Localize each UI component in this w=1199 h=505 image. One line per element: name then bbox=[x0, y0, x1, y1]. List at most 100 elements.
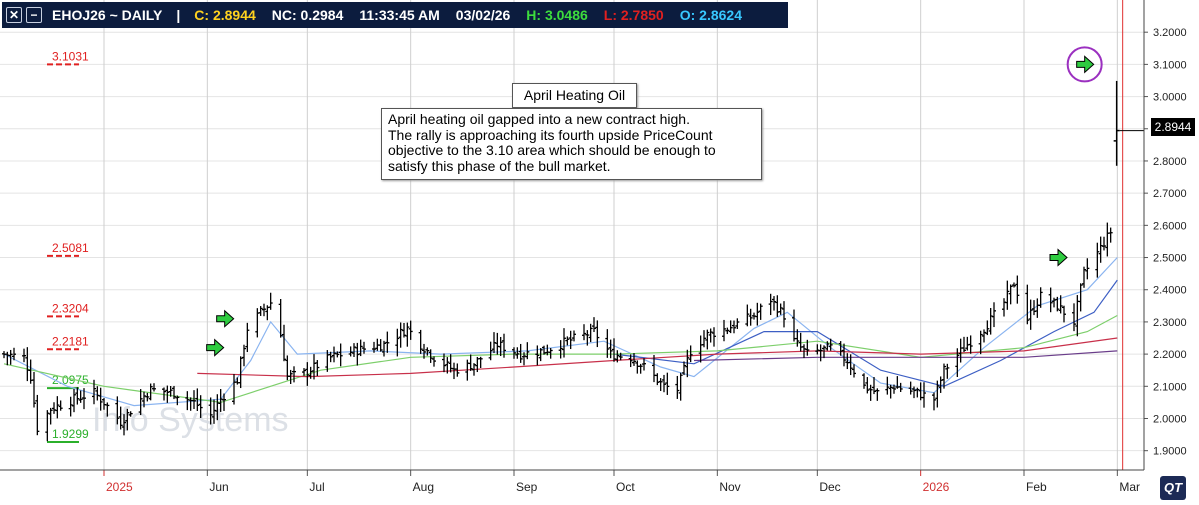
moving-averages bbox=[3, 257, 1118, 407]
ohlc-bar bbox=[978, 330, 983, 355]
ohlc-bar bbox=[445, 357, 450, 374]
ohlc-bar bbox=[198, 395, 203, 419]
ohlc-bar bbox=[628, 354, 633, 368]
ohlc-bar bbox=[1008, 284, 1013, 305]
ohlc-bar bbox=[428, 349, 433, 363]
ohlc-bar bbox=[118, 406, 123, 430]
ohlc-bar bbox=[242, 344, 246, 367]
ohlc-bar bbox=[498, 336, 503, 357]
x-tick-label: Mar bbox=[1119, 480, 1140, 494]
ohlc-bar bbox=[172, 385, 176, 400]
symbol-label[interactable]: EHOJ26 ~ DAILY bbox=[52, 7, 163, 23]
ohlc-bar bbox=[1012, 282, 1016, 288]
time-value: 11:33:45 AM bbox=[359, 7, 440, 23]
ohlc-bar bbox=[725, 327, 730, 335]
ohlc-bar bbox=[468, 354, 473, 371]
ohlc-bar bbox=[968, 335, 973, 354]
ohlc-bar bbox=[558, 340, 563, 359]
commentary-note: April heating oil gapped into a new cont… bbox=[381, 108, 762, 180]
ohlc-bar bbox=[862, 373, 866, 389]
open-value: O: 2.8624 bbox=[679, 7, 742, 23]
ohlc-bar bbox=[82, 388, 86, 410]
y-tick-label: 2.7000 bbox=[1153, 188, 1187, 200]
close-window-icon[interactable]: ✕ bbox=[6, 7, 22, 23]
ohlc-bar bbox=[775, 295, 780, 317]
ohlc-bar bbox=[942, 363, 946, 389]
ohlc-bar bbox=[705, 329, 710, 350]
ohlc-bar bbox=[312, 354, 316, 380]
y-tick-label: 2.0000 bbox=[1153, 413, 1187, 425]
signal-circle bbox=[1066, 46, 1103, 83]
ohlc-bar bbox=[418, 329, 423, 354]
ohlc-bar bbox=[398, 322, 403, 348]
ohlc-bar bbox=[1048, 287, 1053, 313]
ohlc-bar bbox=[372, 341, 376, 353]
ohlc-bar bbox=[195, 388, 200, 411]
ohlc-bar bbox=[908, 381, 913, 395]
ohlc-bar bbox=[1082, 266, 1086, 288]
ohlc-bar bbox=[45, 410, 50, 442]
ohlc-bar bbox=[922, 382, 926, 408]
ohlc-bar bbox=[732, 320, 736, 334]
x-tick-label: Oct bbox=[616, 480, 635, 494]
ohlc-bar bbox=[865, 377, 870, 394]
ohlc-bar bbox=[425, 347, 430, 356]
note-line: April heating oil gapped into a new cont… bbox=[388, 111, 690, 127]
level-label: 2.0975 bbox=[52, 373, 89, 387]
ohlc-bar bbox=[235, 377, 240, 385]
ohlc-bar bbox=[78, 390, 83, 403]
ohlc-bar bbox=[565, 336, 570, 346]
ohlc-bar bbox=[1055, 296, 1060, 312]
collapse-icon[interactable]: − bbox=[26, 7, 42, 23]
note-line: The rally is approaching its fourth upsi… bbox=[388, 126, 713, 143]
ohlc-bar bbox=[618, 352, 623, 361]
ohlc-bar bbox=[362, 341, 366, 354]
ohlc-bar bbox=[328, 351, 333, 363]
ohlc-bar bbox=[612, 338, 616, 362]
header-separator: | bbox=[176, 7, 181, 23]
ohlc-bar bbox=[985, 320, 990, 336]
y-tick-label: 2.4000 bbox=[1153, 285, 1187, 297]
ohlc-bar bbox=[872, 376, 876, 395]
buy-signal-arrow-icon bbox=[1076, 55, 1095, 74]
level-label: 2.5081 bbox=[52, 241, 89, 255]
ohlc-bar bbox=[525, 342, 530, 360]
x-tick-label: 2025 bbox=[106, 480, 133, 494]
ohlc-bar bbox=[1108, 227, 1113, 243]
moving-average-purple bbox=[693, 350, 1118, 362]
ohlc-bar bbox=[682, 361, 686, 376]
ohlc-bar bbox=[708, 328, 713, 343]
ohlc-bar bbox=[1005, 280, 1010, 310]
y-tick-label: 2.3000 bbox=[1153, 317, 1187, 329]
y-tick-label: 1.9000 bbox=[1153, 446, 1187, 458]
ohlc-bar bbox=[982, 329, 986, 343]
x-tick-label: Aug bbox=[413, 480, 434, 494]
note-line: satisfy this phase of the bull market. bbox=[388, 157, 611, 174]
ohlc-bar bbox=[595, 320, 600, 348]
ohlc-bar bbox=[722, 319, 726, 342]
ohlc-bar bbox=[58, 400, 63, 411]
ohlc-bar bbox=[315, 360, 320, 376]
ohlc-bar bbox=[568, 330, 573, 350]
ohlc-bar bbox=[442, 353, 446, 373]
ohlc-bar bbox=[792, 309, 796, 342]
ohlc-bar bbox=[745, 304, 750, 327]
ohlc-bar bbox=[512, 347, 516, 359]
ohlc-bar bbox=[68, 396, 73, 417]
ohlc-bar bbox=[772, 296, 776, 311]
ohlc-bar bbox=[1085, 258, 1090, 280]
ohlc-bar bbox=[25, 347, 30, 382]
ohlc-bar bbox=[378, 339, 383, 352]
ohlc-bar bbox=[585, 330, 590, 346]
x-tick-label: Jul bbox=[309, 480, 324, 494]
ohlc-bar bbox=[208, 397, 213, 425]
close-value: C: 2.8944 bbox=[194, 7, 256, 23]
y-tick-label: 2.6000 bbox=[1153, 220, 1187, 232]
ohlc-bar bbox=[1095, 242, 1100, 278]
ohlc-bar bbox=[828, 338, 833, 351]
ohlc-bar bbox=[615, 350, 620, 363]
ohlc-bar bbox=[515, 347, 520, 359]
ohlc-bar bbox=[1105, 222, 1110, 257]
ohlc-bar bbox=[518, 343, 523, 363]
